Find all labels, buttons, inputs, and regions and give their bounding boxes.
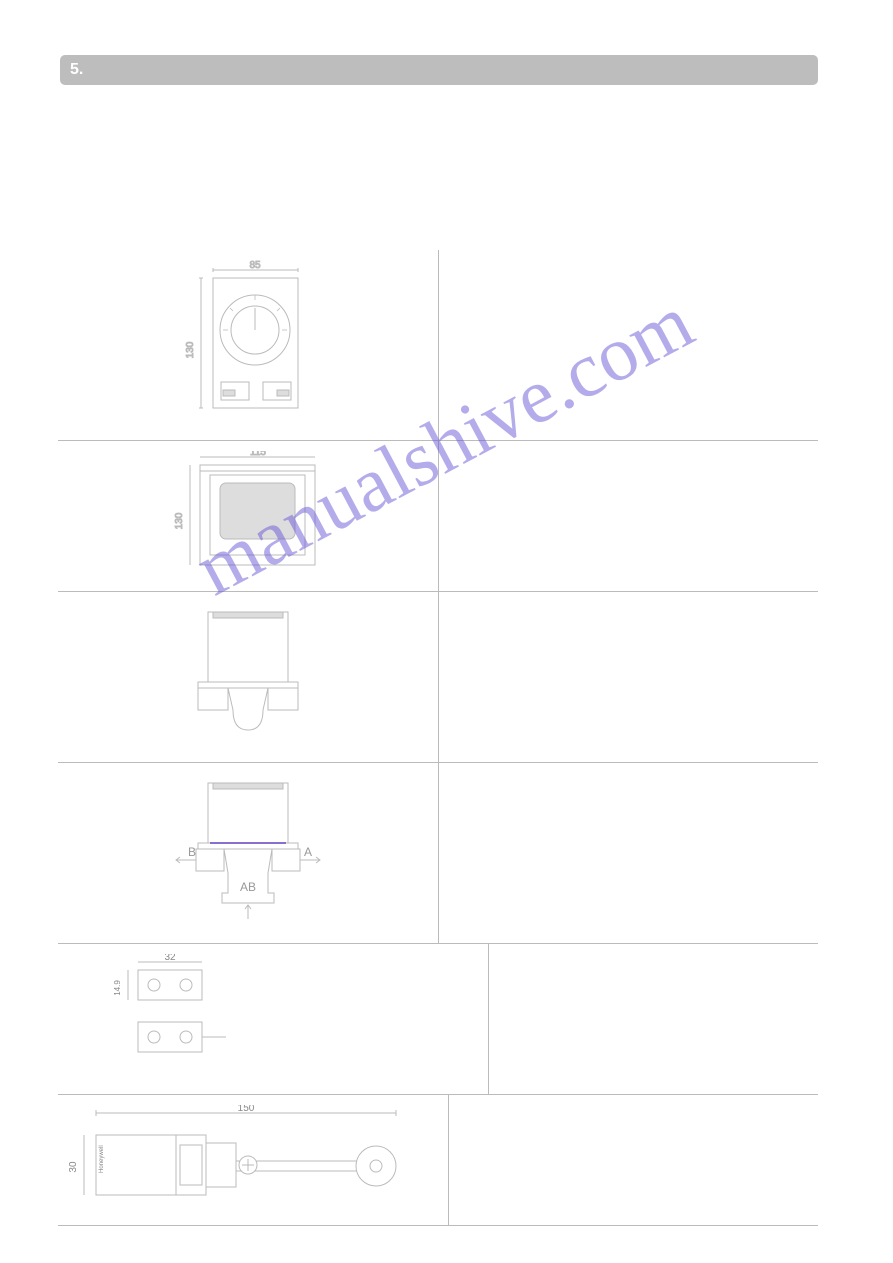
description-cell [449, 1095, 818, 1225]
svg-text:32: 32 [164, 954, 176, 963]
svg-text:30: 30 [68, 1161, 79, 1173]
thermostat-diagram: 85 130 [173, 260, 323, 430]
valve-3way-diagram: B A AB [158, 773, 338, 933]
table-row: B A AB [58, 762, 818, 943]
description-cell [439, 250, 818, 440]
panel-diagram: 115 130 [168, 451, 328, 581]
diagram-cell: B A AB [58, 763, 439, 943]
table-row: 85 130 [58, 250, 818, 440]
svg-text:AB: AB [240, 880, 256, 894]
section-number: 5. [70, 61, 83, 78]
svg-text:130: 130 [185, 341, 196, 358]
table-row: 32 14.9 [58, 943, 818, 1094]
svg-text:B: B [188, 845, 196, 859]
diagram-cell: 85 130 [58, 250, 439, 440]
diagram-cell [58, 592, 439, 762]
description-cell [439, 441, 818, 591]
description-cell [489, 944, 818, 1094]
diagram-cell: 115 130 [58, 441, 439, 591]
description-cell [439, 592, 818, 762]
svg-text:115: 115 [250, 451, 266, 458]
section-header: 5. [60, 55, 818, 85]
valve-2way-diagram [178, 602, 318, 752]
diagram-cell: 150 30 Honeywell [58, 1095, 449, 1225]
svg-text:A: A [304, 845, 312, 859]
description-cell [439, 763, 818, 943]
svg-text:Honeywell: Honeywell [99, 1145, 105, 1173]
svg-text:150: 150 [238, 1105, 255, 1114]
table-row: 150 30 Honeywell [58, 1094, 818, 1226]
svg-text:130: 130 [174, 512, 185, 529]
diagram-cell: 32 14.9 [58, 944, 489, 1094]
table-row [58, 591, 818, 762]
svg-text:85: 85 [249, 260, 261, 271]
components-table: 85 130 [58, 250, 818, 1226]
limitswitch-diagram: 150 30 Honeywell [68, 1105, 408, 1215]
sensor-diagram: 32 14.9 [108, 954, 238, 1084]
table-row: 115 130 [58, 440, 818, 591]
svg-text:14.9: 14.9 [113, 980, 122, 996]
